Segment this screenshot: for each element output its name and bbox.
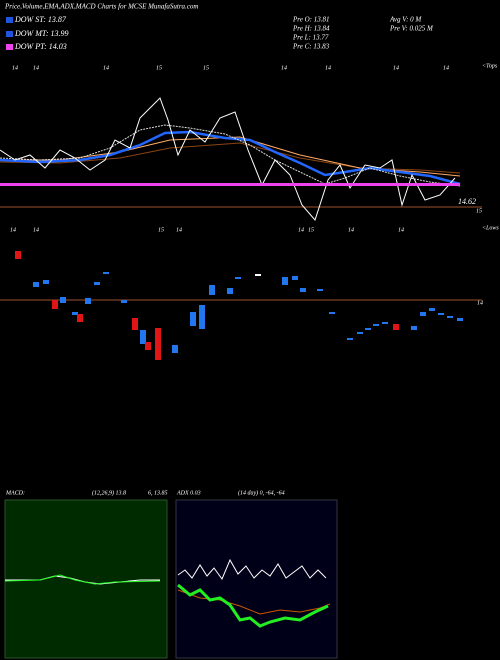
date-label: 14 — [33, 64, 39, 71]
di-line — [177, 583, 329, 628]
candle — [420, 312, 426, 316]
ema-line — [0, 124, 461, 187]
date-label: 14 — [176, 226, 182, 233]
candle — [235, 277, 241, 279]
candle — [145, 342, 151, 350]
macd-panel — [4, 499, 168, 659]
candle — [52, 300, 58, 309]
candle — [103, 272, 109, 274]
legend-swatch — [6, 31, 13, 37]
ema-line — [0, 130, 461, 186]
candle — [357, 332, 363, 334]
candle — [382, 322, 388, 324]
candle — [209, 285, 215, 295]
level-label: 14.62 — [458, 197, 476, 206]
ema-line — [0, 142, 461, 174]
date-label: 14 — [325, 64, 331, 71]
ema-line — [0, 136, 461, 177]
macd-label: MACD: — [5, 490, 25, 496]
date-label: 14 — [298, 226, 304, 233]
price-line — [0, 97, 456, 221]
date-label: 14 — [348, 226, 354, 233]
candle — [329, 312, 335, 314]
macd-signal — [4, 574, 161, 585]
tops-label: <Tops — [482, 63, 498, 69]
candle — [411, 326, 417, 330]
bottom-date-labels: 14 14 15 14 14 15 14 14 — [10, 226, 404, 233]
candle — [373, 324, 379, 326]
date-label: 14 — [393, 64, 399, 71]
candle — [393, 324, 399, 330]
date-label: 15 — [308, 227, 314, 233]
macd-values: 6, 13.85 — [148, 490, 168, 496]
candle — [15, 251, 21, 259]
candles — [15, 251, 463, 360]
adx-label: ADX 0.03 — [176, 490, 201, 496]
candle — [429, 308, 435, 311]
candle — [77, 314, 83, 322]
candle — [227, 288, 233, 294]
candle — [292, 276, 298, 280]
legend-label: DOW ST: 13.87 — [14, 15, 67, 24]
lows-label: <Lows — [482, 225, 499, 231]
candle — [317, 289, 323, 291]
date-label: 15 — [203, 65, 209, 71]
avg-volume: Avg V: 0 M — [389, 16, 422, 24]
candle — [447, 316, 453, 318]
candle — [132, 318, 138, 330]
candle — [172, 345, 178, 353]
date-label: 15 — [156, 65, 162, 71]
candle — [33, 282, 39, 287]
legend-label: DOW MT: 13.99 — [14, 29, 69, 38]
date-label: 14 — [10, 226, 16, 233]
legend-swatch — [6, 44, 13, 50]
candle — [121, 300, 127, 303]
candle — [43, 280, 49, 284]
date-label: 14 — [12, 64, 18, 71]
candle — [255, 274, 261, 276]
prev-close: Pre C: 13.83 — [292, 43, 330, 51]
candle — [94, 282, 100, 285]
date-label: 14 — [33, 226, 39, 233]
legend-swatch — [6, 17, 13, 23]
title: Price,Volume,EMA,ADX,MACD Charts for MCS… — [4, 3, 198, 11]
date-label: 14 — [398, 226, 404, 233]
prev-open: Pre O: 13.81 — [292, 16, 329, 24]
macd-params: (12,26,9) 13.8 — [92, 489, 126, 496]
candle — [155, 328, 161, 360]
legend-label: DOW PT: 14.03 — [14, 42, 67, 51]
candle — [199, 305, 205, 329]
candle — [365, 328, 371, 330]
adx-params: (14 day) 0, -64, -64 — [238, 489, 285, 496]
prev-low: Pre L: 13.77 — [292, 34, 329, 42]
candle — [190, 312, 196, 326]
candle — [300, 288, 306, 292]
candle — [72, 312, 78, 315]
candle — [457, 318, 463, 321]
candle — [85, 298, 91, 304]
dow-pt-line — [0, 183, 460, 186]
volume-level-label: 14 — [477, 299, 483, 306]
prev-high: Pre H: 13.84 — [292, 25, 330, 33]
date-label: 14 — [443, 64, 449, 71]
adx-line — [177, 558, 327, 581]
candle — [347, 338, 353, 340]
date-label: 14 — [103, 64, 109, 71]
date-label: 15 — [158, 227, 164, 233]
candle — [60, 297, 66, 303]
date-label: 14 — [281, 64, 287, 71]
top-date-labels: 14 14 14 15 15 14 14 14 14 — [12, 64, 449, 71]
candle — [282, 277, 288, 285]
candle — [438, 313, 444, 315]
adx-panel — [175, 499, 338, 659]
level-right: 15 — [476, 208, 482, 214]
prev-volume: Pre V: 0.025 M — [389, 25, 434, 33]
candle — [140, 330, 146, 344]
